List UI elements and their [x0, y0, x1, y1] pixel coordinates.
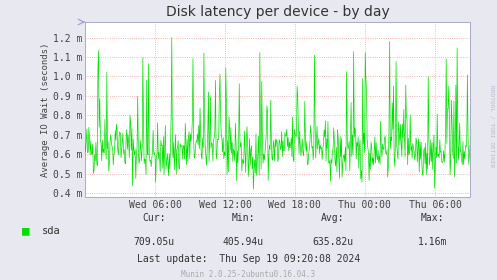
Text: Last update:  Thu Sep 19 09:20:08 2024: Last update: Thu Sep 19 09:20:08 2024: [137, 254, 360, 264]
Text: 1.16m: 1.16m: [417, 237, 447, 247]
Text: Munin 2.0.25-2ubuntu0.16.04.3: Munin 2.0.25-2ubuntu0.16.04.3: [181, 270, 316, 279]
Text: ■: ■: [22, 225, 30, 237]
Text: Avg:: Avg:: [321, 213, 345, 223]
Text: 405.94u: 405.94u: [223, 237, 264, 247]
Text: sda: sda: [42, 226, 61, 236]
Text: Min:: Min:: [232, 213, 255, 223]
Text: Cur:: Cur:: [142, 213, 166, 223]
Y-axis label: Average IO Wait (seconds): Average IO Wait (seconds): [41, 42, 50, 177]
Text: RRDTOOL / TOBI OETIKER: RRDTOOL / TOBI OETIKER: [490, 85, 495, 167]
Text: 635.82u: 635.82u: [313, 237, 353, 247]
Text: 709.05u: 709.05u: [134, 237, 174, 247]
Title: Disk latency per device - by day: Disk latency per device - by day: [166, 5, 389, 19]
Text: Max:: Max:: [420, 213, 444, 223]
